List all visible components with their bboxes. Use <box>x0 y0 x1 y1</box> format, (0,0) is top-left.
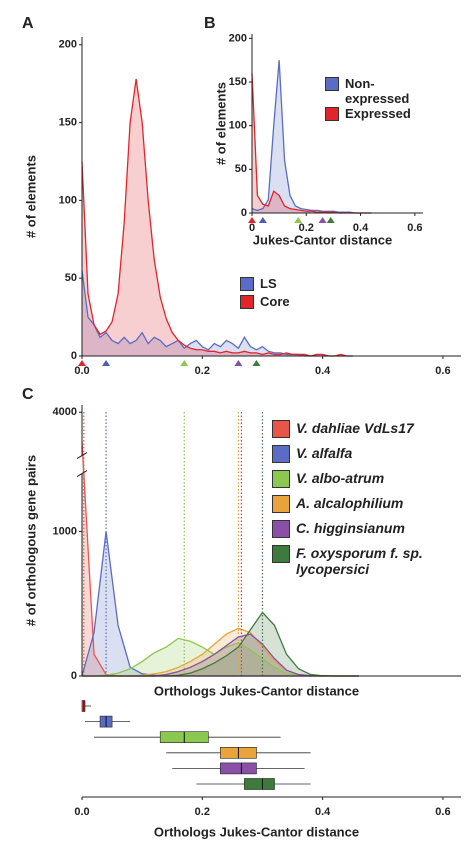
area-fill <box>82 638 359 676</box>
legend-item: V. alfalfa <box>272 445 461 470</box>
legend-label: Core <box>260 294 290 309</box>
x-tick-label: 0.2 <box>299 222 314 234</box>
legend-swatch <box>240 295 254 309</box>
legend-label: F. oxysporum f. sp. lycopersici <box>296 545 423 578</box>
legend-swatch <box>240 277 254 291</box>
area-fill <box>82 531 359 676</box>
marker <box>318 217 327 223</box>
marker <box>252 360 261 366</box>
legend-label: V. albo-atrum <box>296 470 385 486</box>
legend-swatch <box>272 420 290 438</box>
legend-label: A. alcalophilium <box>296 495 404 511</box>
x-tick-label: 0.0 <box>74 365 89 377</box>
marker <box>102 360 111 366</box>
x-axis-label: Orthologs Jukes-Cantor distance <box>154 824 359 839</box>
panel-letter: C <box>22 386 34 403</box>
marker <box>234 360 243 366</box>
marker <box>258 217 267 223</box>
area-fill <box>82 270 353 356</box>
legend-item: F. oxysporum f. sp. lycopersici <box>272 545 461 577</box>
marker <box>180 360 189 366</box>
legend-swatch <box>272 470 290 488</box>
y-tick-label: 0 <box>71 350 77 362</box>
legend-swatch <box>272 445 290 463</box>
panel-letter: A <box>22 15 34 32</box>
marker <box>326 217 335 223</box>
legend-label: Non-expressed <box>345 76 410 106</box>
area-fill <box>82 634 359 676</box>
y-tick-label: 0 <box>71 670 77 682</box>
x-tick-label: 0.4 <box>315 806 331 818</box>
legend-swatch <box>325 106 339 121</box>
legend-item: Core <box>240 294 461 313</box>
y-tick-label: 50 <box>235 163 247 175</box>
legend-swatch <box>272 520 290 538</box>
x-tick-label: 0.6 <box>435 365 450 377</box>
area-fill <box>82 628 359 676</box>
legend-swatch <box>272 545 290 563</box>
legend-item: Non-expressed <box>325 76 423 107</box>
x-axis-label: Jukes-Cantor distance <box>253 232 392 247</box>
y-tick-label: 1000 <box>53 525 77 537</box>
y-tick-label: 200 <box>59 39 77 51</box>
marker <box>248 217 256 223</box>
legend-label: V. alfalfa <box>296 445 353 461</box>
x-tick-label: 0 <box>249 222 255 234</box>
legend-item: Expressed <box>325 105 423 125</box>
legend: Non-expressed Expressed <box>325 76 423 125</box>
x-axis-label: Orthologs Jukes-Cantor distance <box>154 683 359 698</box>
marker <box>294 217 303 223</box>
legend-item: V. dahliae VdLs17 <box>272 420 461 445</box>
x-tick-label: 0.4 <box>315 365 331 377</box>
legend: V. dahliae VdLs17 V. alfalfa V. albo-atrum… <box>272 420 461 577</box>
y-tick-label: 100 <box>59 194 77 206</box>
legend-label: V. dahliae VdLs17 <box>296 420 414 436</box>
x-tick-label: 0.6 <box>435 806 450 818</box>
area-fill <box>82 79 353 356</box>
legend-label: Expressed <box>345 105 411 121</box>
x-tick-label: 0.2 <box>195 365 210 377</box>
y-tick-label: 4000 <box>53 406 77 418</box>
legend-swatch <box>272 495 290 513</box>
series-line <box>81 78 353 357</box>
panel-letter: B <box>204 15 216 32</box>
y-tick-label: 150 <box>229 76 247 88</box>
axis-break <box>76 452 88 460</box>
y-tick-label: 200 <box>229 32 247 44</box>
legend-label: LS <box>260 276 277 291</box>
axis-break <box>76 470 88 478</box>
area-fill <box>252 60 372 213</box>
y-axis-label: # of elements <box>23 155 38 238</box>
y-tick-label: 50 <box>65 272 77 284</box>
legend-item: A. alcalophilium <box>272 495 461 520</box>
x-tick-label: 0.4 <box>353 222 369 234</box>
marker <box>78 360 86 366</box>
y-axis-label: # of orthologous gene pairs <box>23 455 38 626</box>
y-axis-label: # of elements <box>213 82 228 165</box>
area-fill <box>82 612 359 676</box>
legend-label: C. higginsianum <box>296 520 405 536</box>
box <box>220 762 257 775</box>
y-tick-label: 100 <box>229 120 247 132</box>
legend: LS Core <box>240 276 461 313</box>
x-tick-label: 0.0 <box>74 806 89 818</box>
legend-item: C. higginsianum <box>272 520 461 545</box>
box <box>244 778 275 790</box>
y-tick-label: 0 <box>241 207 247 219</box>
x-tick-label: 0.2 <box>195 806 210 818</box>
legend-item: V. albo-atrum <box>272 470 461 495</box>
legend-swatch <box>325 77 339 91</box>
legend-item: LS <box>240 276 461 295</box>
y-tick-label: 150 <box>59 116 77 128</box>
x-tick-label: 0.6 <box>407 222 422 234</box>
